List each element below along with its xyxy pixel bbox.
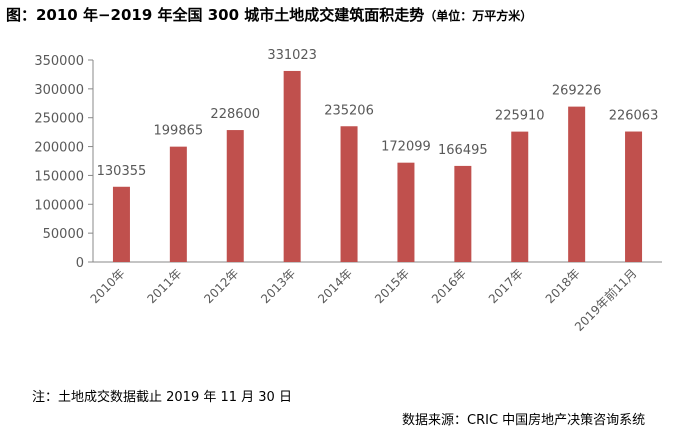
x-tick-label: 2013年 [258, 266, 298, 306]
bar-2014年 [340, 126, 358, 263]
y-tick-label: 0 [76, 256, 84, 271]
bar-2015年 [397, 162, 415, 262]
bar-2017年 [511, 131, 529, 262]
chart-unit: （单位：万平方米） [424, 9, 533, 23]
y-tick-label: 50000 [43, 227, 84, 242]
data-label-2016年: 166495 [438, 143, 488, 158]
data-source: 数据来源：CRIC 中国房地产决策咨询系统 [402, 413, 646, 428]
bar-2013年 [283, 70, 301, 262]
x-axis-labels-group: 2010年 2011年 2012年 2013年 2014年 2015年 2016年 2017年… [88, 266, 640, 334]
x-tick-label: 2010年 [88, 266, 128, 306]
bars-group [112, 70, 643, 263]
data-label-2018年: 269226 [552, 84, 602, 99]
y-axis-ticks: 0 50000 100000 150000 200000 250000 300000 3500… [34, 54, 93, 271]
bar-2016年 [454, 165, 472, 262]
data-label-2019年前11月: 226063 [609, 109, 659, 124]
y-tick-label: 100000 [34, 198, 84, 213]
y-tick-label: 300000 [34, 83, 84, 98]
x-tick-label: 2016年 [429, 266, 469, 306]
data-label-2014年: 235206 [324, 103, 374, 118]
x-tick-label: 2017年 [486, 266, 526, 306]
x-tick-label: 2011年 [144, 266, 184, 306]
x-tick-label: 2012年 [201, 266, 241, 306]
footnote: 注：土地成交数据截止 2019 年 11 月 30 日 [32, 390, 292, 405]
data-label-2017年: 225910 [495, 109, 545, 124]
y-tick-label: 150000 [34, 169, 84, 184]
y-tick-label: 250000 [34, 112, 84, 127]
bar-2011年 [169, 146, 187, 262]
data-label-2013年: 331023 [267, 48, 317, 63]
chart-title: 图：2010 年−2019 年全国 300 城市土地成交建筑面积走势（单位：万平… [6, 4, 532, 25]
bar-2018年 [568, 106, 586, 262]
x-tick-label: 2018年 [543, 266, 583, 306]
bar-2019年前11月 [625, 131, 643, 262]
bar-2010年 [112, 186, 130, 262]
data-label-2010年: 130355 [97, 164, 147, 179]
data-label-2015年: 172099 [381, 140, 431, 155]
data-label-2012年: 228600 [210, 107, 260, 122]
chart-title-text: 图：2010 年−2019 年全国 300 城市土地成交建筑面积走势 [6, 6, 425, 24]
y-tick-label: 200000 [34, 141, 84, 156]
bar-2012年 [226, 130, 244, 262]
data-label-2011年: 199865 [154, 124, 204, 139]
x-tick-label: 2015年 [372, 266, 412, 306]
y-tick-label: 350000 [34, 54, 84, 69]
data-labels-group: 130355 199865 228600 331023 235206 172099 1664… [97, 48, 659, 179]
x-tick-label: 2014年 [315, 266, 355, 306]
